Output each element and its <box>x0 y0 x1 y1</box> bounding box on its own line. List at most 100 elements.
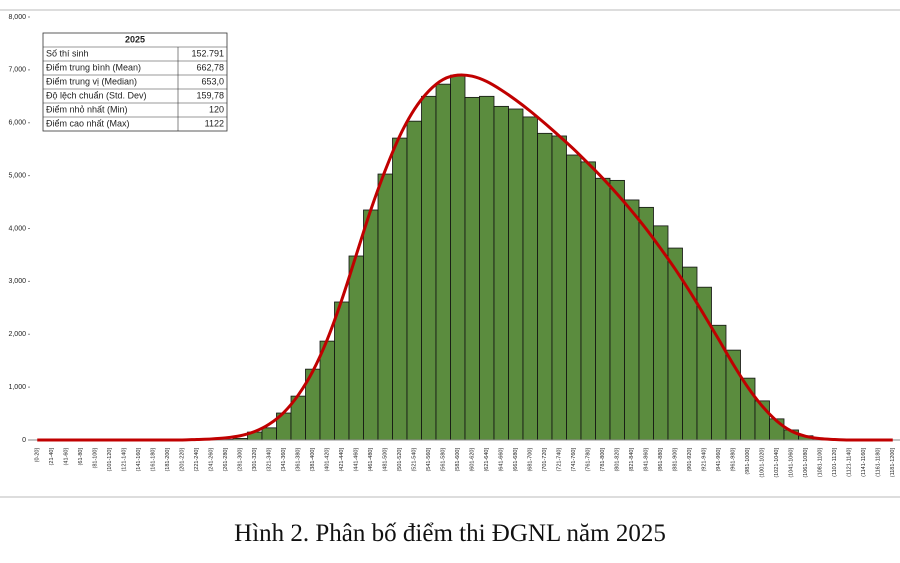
x-tick-label: (201-220] <box>180 448 186 472</box>
x-tick-label: (141-160] <box>136 448 142 472</box>
x-tick-label: (1181-1200] <box>890 448 896 478</box>
bar <box>508 108 524 441</box>
x-tick-label: (1121-1140] <box>847 448 853 477</box>
y-tick-label: 4,000 <box>8 225 26 232</box>
stats-label: Số thí sinh <box>46 48 89 58</box>
bar <box>421 95 437 441</box>
bar <box>566 154 582 441</box>
bar <box>392 137 408 441</box>
x-tick-label: (281-300] <box>238 448 244 472</box>
stats-table <box>42 32 228 132</box>
x-tick-label: (801-820] <box>615 448 621 472</box>
x-tick-label: (161-180] <box>151 448 157 472</box>
stats-label: Điểm nhỏ nhất (Min) <box>46 104 128 114</box>
bar <box>334 301 350 441</box>
stats-value: 1122 <box>205 118 224 128</box>
bar <box>261 427 277 441</box>
bar <box>537 132 553 441</box>
x-tick-label: (301-320] <box>252 448 258 472</box>
bar <box>464 96 480 441</box>
caption: Hình 2. Phân bố điểm thi ĐGNL năm 2025 <box>234 520 666 547</box>
bar <box>406 120 422 441</box>
y-tick-label: 3,000 <box>8 278 26 285</box>
x-tick-label: (241-260] <box>209 448 215 472</box>
bar <box>595 177 611 441</box>
x-tick-label: (1161-1180] <box>876 448 882 477</box>
x-tick-label: (681-700] <box>528 448 534 472</box>
bar <box>450 74 466 441</box>
x-tick-label: (721-740] <box>557 448 563 472</box>
x-tick-label: (0-20] <box>35 448 41 463</box>
stats-value: 159,78 <box>196 90 224 100</box>
x-tick-label: (841-860] <box>644 448 650 472</box>
x-tick-label: (581-600] <box>455 448 461 472</box>
x-tick-label: (621-640] <box>484 448 490 472</box>
x-tick-label: (541-560] <box>426 448 432 472</box>
x-tick-label: (701-720] <box>542 448 548 472</box>
stats-label: Điểm trung bình (Mean) <box>46 62 141 72</box>
x-tick-label: (981-1000] <box>745 448 751 475</box>
y-tick-label: 7,000 <box>8 67 26 74</box>
bar <box>319 340 335 441</box>
x-tick-label: (361-380] <box>296 448 302 472</box>
bar <box>624 199 640 441</box>
x-tick-label: (1141-1160] <box>861 448 867 477</box>
bar <box>363 209 379 441</box>
x-tick-label: (761-780] <box>586 448 592 472</box>
x-tick-label: (481-500] <box>383 448 389 472</box>
x-tick-label: (1081-1100] <box>818 448 824 478</box>
bar <box>522 116 538 441</box>
y-tick-label: 8,000 <box>8 14 26 21</box>
x-tick-label: (521-540] <box>412 448 418 472</box>
stats-title: 2025 <box>125 34 145 44</box>
fit-curve <box>37 73 893 442</box>
bar <box>551 135 567 441</box>
x-tick-label: (601-620] <box>470 448 476 472</box>
x-tick-label: (961-980] <box>731 448 737 472</box>
x-tick-label: (641-660] <box>499 448 505 472</box>
x-tick-label: (921-940] <box>702 448 708 472</box>
x-tick-label: (261-280] <box>223 448 229 472</box>
x-tick-label: (881-900] <box>673 448 679 472</box>
stats-value: 152.791 <box>191 48 224 58</box>
stats-value: 662,78 <box>196 62 224 72</box>
x-tick-label: (1021-1040] <box>774 448 780 478</box>
x-tick-label: (341-360] <box>281 448 287 472</box>
y-tick-label: 2,000 <box>8 331 26 338</box>
stats-label: Độ lệch chuẩn (Std. Dev) <box>46 90 147 100</box>
x-tick-label: (421-440] <box>339 448 345 472</box>
x-tick-label: (941-960] <box>716 448 722 472</box>
x-tick-label: (1101-1120] <box>832 448 838 477</box>
x-tick-label: (741-760] <box>571 448 577 472</box>
x-tick-label: (781-800] <box>600 448 606 472</box>
x-tick-label: (661-680] <box>513 448 519 472</box>
bar <box>348 255 364 441</box>
x-tick-label: (821-840] <box>629 448 635 472</box>
x-tick-label: (81-100] <box>93 448 99 469</box>
bar <box>377 173 393 441</box>
stats-label: Điểm cao nhất (Max) <box>46 118 130 128</box>
bar <box>493 105 509 441</box>
x-tick-label: (901-920] <box>687 448 693 472</box>
stats-label: Điểm trung vị (Median) <box>46 76 137 86</box>
x-tick-label: (381-400] <box>310 448 316 472</box>
bar <box>696 286 712 441</box>
x-tick-label: (41-60] <box>64 448 70 466</box>
x-tick-label: (221-240] <box>194 448 200 472</box>
x-tick-label: (121-140] <box>122 448 128 472</box>
bar <box>479 95 495 441</box>
x-tick-label: (1061-1080] <box>803 448 809 478</box>
x-tick-label: (181-200] <box>165 448 171 472</box>
x-tick-label: (401-420] <box>325 448 331 472</box>
x-tick-label: (861-880] <box>658 448 664 472</box>
bar <box>638 206 654 441</box>
x-tick-label: (61-80] <box>78 448 84 466</box>
bar <box>580 161 596 441</box>
x-tick-label: (21-40] <box>49 448 55 466</box>
y-tick-label: 6,000 <box>8 120 26 127</box>
x-tick-label: (1001-1020] <box>760 448 766 478</box>
stats-value: 653,0 <box>201 76 224 86</box>
x-tick-label: (1041-1060] <box>789 448 795 478</box>
x-tick-label: (461-480] <box>368 448 374 472</box>
